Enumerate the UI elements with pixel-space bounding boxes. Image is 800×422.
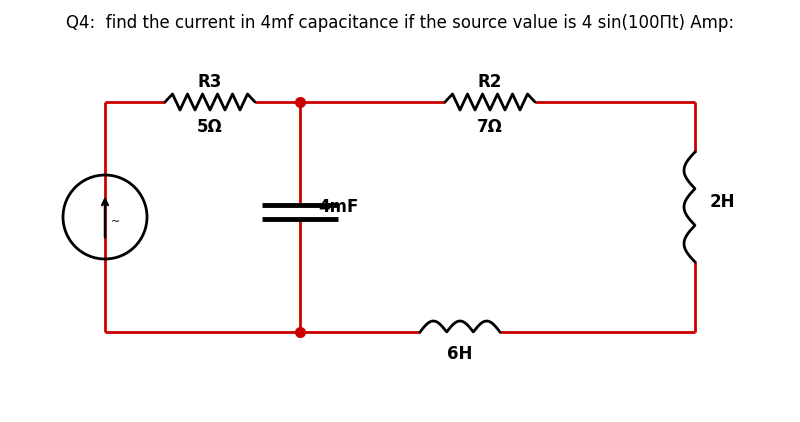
Text: 6H: 6H (447, 345, 473, 363)
Text: R3: R3 (198, 73, 222, 91)
Text: 7Ω: 7Ω (477, 118, 503, 136)
Text: 5Ω: 5Ω (197, 118, 223, 136)
Text: 4mF: 4mF (318, 198, 358, 216)
Text: ~: ~ (110, 217, 120, 227)
Text: Q4:  find the current in 4mf capacitance if the source value is 4 sin(100Πt) Amp: Q4: find the current in 4mf capacitance … (66, 14, 734, 32)
Text: R2: R2 (478, 73, 502, 91)
Text: 2H: 2H (710, 193, 735, 211)
